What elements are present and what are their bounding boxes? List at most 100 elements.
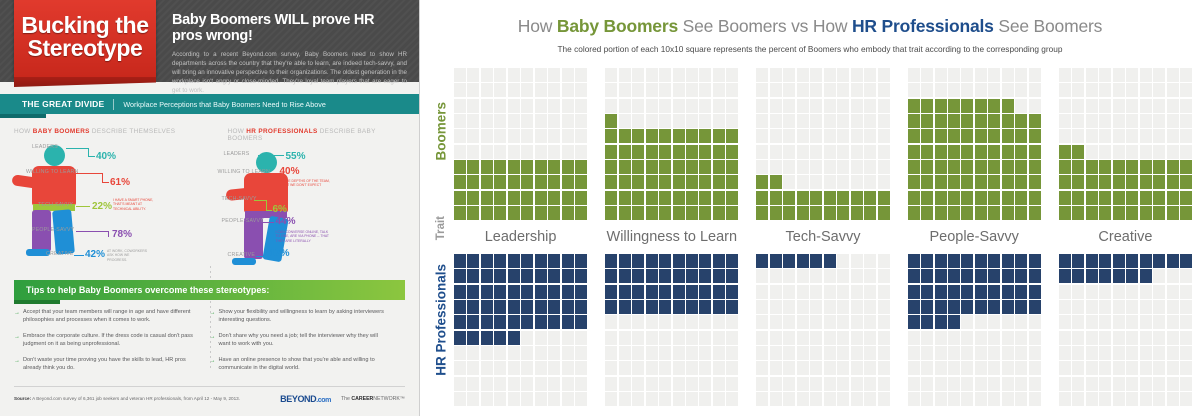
waffle-cell (1058, 98, 1071, 113)
callout-pct-people: 78% (112, 229, 133, 240)
waffle-cell (1153, 68, 1166, 82)
waffle-cell (686, 175, 698, 190)
waffle-cell (618, 392, 631, 406)
waffle-cell (988, 330, 1001, 345)
waffle-cell (948, 144, 960, 159)
waffle-cell (783, 315, 796, 330)
waffle-cell (521, 392, 534, 406)
waffle-cell (659, 300, 672, 314)
waffle-cell (605, 190, 618, 205)
waffle-cell (1126, 284, 1139, 299)
callout-label-people: PEOPLE-SAVVY (32, 227, 75, 233)
waffle-cell (712, 300, 725, 314)
waffle-cell (454, 98, 466, 113)
waffle-cell (850, 269, 863, 284)
waffle-cell (686, 300, 698, 314)
waffle-cell (1072, 346, 1085, 360)
waffle-cell (712, 206, 725, 220)
cn-pre: The (341, 395, 352, 402)
waffle-cell (974, 300, 987, 314)
waffle-cell (1139, 346, 1152, 360)
waffle-cell (823, 190, 836, 205)
waffle-cell (1015, 83, 1028, 98)
waffle-cell (534, 315, 547, 330)
waffle-cell (699, 346, 712, 360)
waffle-cell (1099, 330, 1112, 345)
waffle-cell (796, 315, 809, 330)
waffle-cell (837, 114, 850, 128)
waffle-cell (769, 315, 782, 330)
waffle-hr-4 (1058, 254, 1192, 406)
waffle-cell (726, 68, 739, 82)
waffle-hr-2 (756, 254, 890, 406)
footer-divider (14, 385, 405, 387)
waffle-cell (632, 346, 645, 360)
waffle-cell (1072, 175, 1085, 190)
waffle-cell (521, 346, 534, 360)
waffle-cell (796, 392, 809, 406)
waffle-cell (1126, 330, 1139, 345)
waffle-cell (1153, 346, 1166, 360)
waffle-cell (632, 376, 645, 391)
waffle-cell (454, 144, 466, 159)
waffle-cell (823, 206, 836, 220)
waffle-cell (645, 68, 658, 82)
waffle-cell (756, 315, 769, 330)
waffle-cell (645, 98, 658, 113)
tip-item: → Show your flexibility and willingness t… (210, 309, 392, 324)
waffle-cell (561, 300, 574, 314)
waffle-cell (1180, 175, 1192, 190)
waffle-cell (796, 98, 809, 113)
waffle-cell (605, 129, 618, 144)
waffle-cell (494, 190, 507, 205)
waffle-cell (1001, 175, 1014, 190)
waffle-cell (1015, 68, 1028, 82)
waffle-cell (1153, 129, 1166, 144)
waffle-cell (1180, 361, 1192, 376)
waffle-cell (1001, 206, 1014, 220)
waffle-cell (521, 144, 534, 159)
waffle-cell (534, 361, 547, 376)
waffle-cell (921, 315, 934, 330)
waffle-cell (521, 206, 534, 220)
waffle-cell (948, 376, 960, 391)
waffle-cell (921, 269, 934, 284)
waffle-cell (632, 68, 645, 82)
waffle-cell (521, 330, 534, 345)
waffle-cell (712, 129, 725, 144)
waffle-cell (507, 346, 520, 360)
waffle-cell (974, 315, 987, 330)
waffle-cell (534, 98, 547, 113)
waffle-cell (575, 175, 588, 190)
waffle-cell (1166, 361, 1179, 376)
figure-head-icon (44, 145, 65, 166)
waffle-cell (561, 175, 574, 190)
waffle-cell (756, 83, 769, 98)
waffle-cell (618, 68, 631, 82)
trait-label-2: Tech-Savvy (785, 229, 861, 245)
tips-body: → Accept that your team members will rang… (14, 309, 405, 382)
waffle-cell (1126, 175, 1139, 190)
waffle-cell (974, 376, 987, 391)
waffle-cell (507, 315, 520, 330)
waffle-cell (1139, 300, 1152, 314)
waffle-cell (699, 376, 712, 391)
waffle-cell (796, 129, 809, 144)
waffle-cell (988, 206, 1001, 220)
waffle-cell (864, 254, 877, 268)
waffle-cell (961, 300, 974, 314)
waffle-cell (1001, 284, 1014, 299)
waffle-cell (726, 114, 739, 128)
waffle-cell (850, 254, 863, 268)
waffle-cell (1028, 129, 1041, 144)
waffle-grid (756, 254, 890, 406)
waffle-cell (1139, 98, 1152, 113)
waffle-cell (1112, 315, 1125, 330)
waffle-cell (1139, 68, 1152, 82)
waffle-cell (810, 129, 823, 144)
waffle-cell (850, 190, 863, 205)
waffle-cell (1112, 392, 1125, 406)
waffle-cell (934, 98, 947, 113)
waffle-cell (907, 175, 920, 190)
waffle-cell (659, 392, 672, 406)
